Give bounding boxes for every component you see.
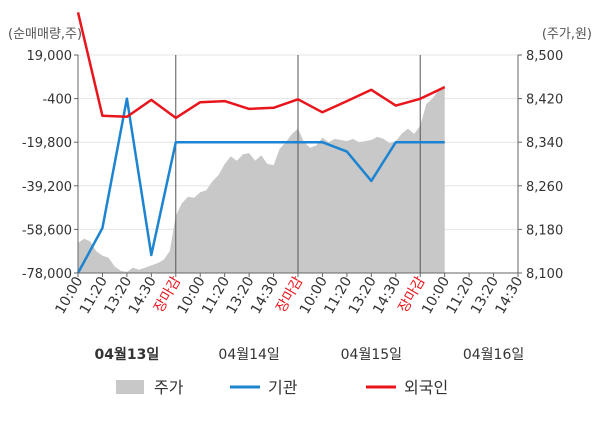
price-area xyxy=(78,85,445,273)
legend: 주가 기관 외국인 xyxy=(116,378,448,397)
axes xyxy=(74,54,522,277)
left-tick-label: -39,200 xyxy=(22,180,72,195)
right-tick-label: 8,500 xyxy=(526,49,563,64)
day-label: 04월13일 xyxy=(95,346,160,363)
left-tick-label: 19,000 xyxy=(27,49,73,64)
right-tick-label: 8,180 xyxy=(526,223,563,238)
day-dividers xyxy=(175,55,421,273)
right-tick-label: 8,100 xyxy=(526,267,563,282)
left-axis-unit: (순매매량,주) xyxy=(8,27,82,42)
series-line-institution xyxy=(76,97,445,274)
legend-label: 외국인 xyxy=(404,378,448,397)
legend-label: 기관 xyxy=(268,378,298,397)
right-tick-label: 8,260 xyxy=(526,180,563,195)
right-tick-label: 8,340 xyxy=(526,136,563,151)
day-label: 04월16일 xyxy=(463,347,524,363)
left-tick-label: -400 xyxy=(42,93,72,108)
left-tick-label: -58,600 xyxy=(22,223,72,238)
legend-swatch-price xyxy=(116,380,144,394)
day-label: 04월15일 xyxy=(341,347,402,363)
legend-label: 주가 xyxy=(154,378,184,397)
series-line-foreign xyxy=(76,12,446,120)
right-tick-label: 8,420 xyxy=(526,93,563,108)
left-tick-label: -19,800 xyxy=(22,136,72,151)
day-label: 04월14일 xyxy=(218,347,279,363)
line-series-layer xyxy=(76,12,446,274)
right-axis-unit: (주가,원) xyxy=(542,27,592,42)
left-tick-label: -78,000 xyxy=(22,267,72,282)
price-area-layer xyxy=(78,85,445,273)
